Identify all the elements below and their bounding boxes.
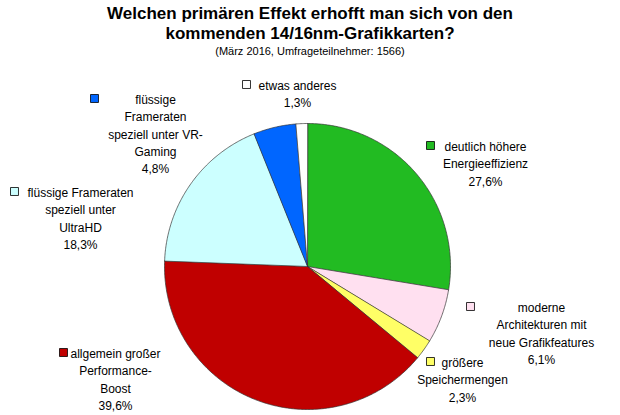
svg-text:moderneArchitekturen mitneue G: moderneArchitekturen mitneue Grafikfeatu… (489, 301, 594, 367)
svg-text:allgemein großerPerformance-Bo: allgemein großerPerformance-Boost39,6% (70, 347, 160, 413)
html-text:Welchen primären Effekt erhoff: Welchen primären Effekt erhofft man sich… (107, 4, 513, 43)
html-text:(März 2016, Umfrageteilnehmer:: (März 2016, Umfrageteilnehmer: 1566) (215, 45, 405, 57)
svg-text:etwas anderes1,3%: etwas anderes1,3% (258, 79, 336, 110)
svg-text:flüssige Frameratenspeziell un: flüssige Frameratenspeziell unterUltraHD… (27, 186, 133, 252)
svg-text:größereSpeichermengen2,3%: größereSpeichermengen2,3% (417, 356, 508, 405)
svg-text:flüssigeFrameratenspeziell unt: flüssigeFrameratenspeziell unter VR-Gami… (108, 93, 203, 177)
svg-text:deutlich höhereEnergieeffizien: deutlich höhereEnergieeffizienz27,6% (443, 140, 528, 189)
